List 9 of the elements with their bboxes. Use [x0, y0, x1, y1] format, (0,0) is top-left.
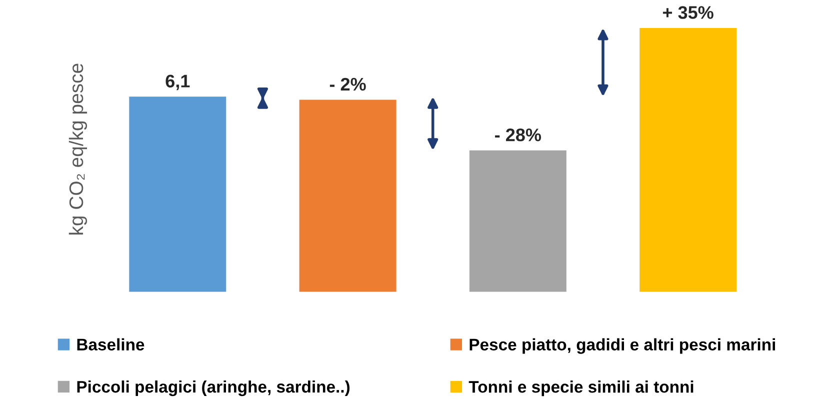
legend-label: Pesce piatto, gadidi e altri pesci marini	[470, 338, 775, 354]
legend-label: Tonni e specie simili ai tonni	[468, 380, 694, 396]
text: + 35%	[662, 6, 714, 19]
annotation: - 2%	[330, 78, 366, 91]
annotation: 6,1	[166, 74, 190, 90]
y-axis-title: kg CO₂ eq/kg pesce	[68, 64, 88, 235]
legend-label: Baseline	[77, 338, 144, 350]
legend-label: Piccoli pelagici (aringhe, sardine..)	[77, 380, 350, 396]
annotation: - 28%	[495, 128, 542, 142]
